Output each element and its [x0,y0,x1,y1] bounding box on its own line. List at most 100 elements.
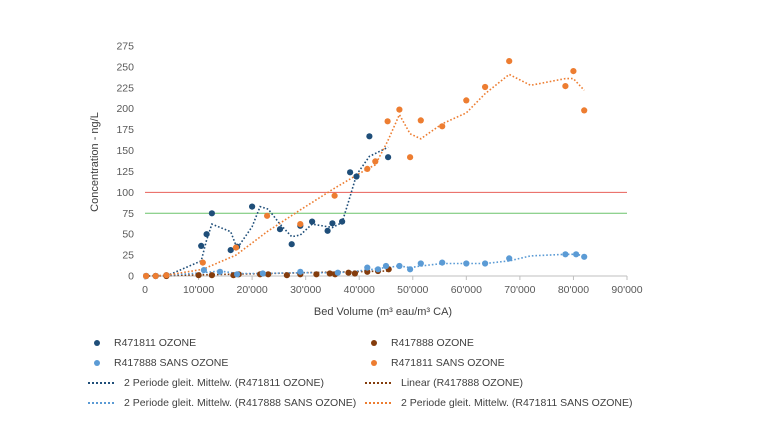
data-point [573,251,580,258]
legend-label: 2 Periode gleit. Mittelw. (R471811 SANS … [401,397,633,409]
data-point [283,272,290,279]
data-point [208,210,215,217]
data-point [374,266,382,273]
data-point [581,253,588,260]
legend-label: 2 Periode gleit. Mittelw. (R471811 OZONE… [124,377,324,389]
data-point [313,271,320,278]
reference-lines [145,191,627,214]
x-tick-label: 10'000 [183,284,214,296]
legend-item: 2 Periode gleit. Mittelw. (R471811 SANS … [365,396,632,410]
legend-line-icon [88,402,114,404]
legend-item: R417888 OZONE [365,336,474,350]
data-point [463,260,470,267]
data-point [345,269,352,276]
legend-label: Linear (R417888 OZONE) [401,377,523,389]
data-point [297,221,304,228]
data-point [396,106,403,113]
legend-label: R471811 SANS OZONE [391,357,505,369]
data-point [200,267,207,274]
data-point [506,255,513,262]
data-point [152,272,159,280]
x-tick-label: 30'000 [290,284,321,296]
legend-line-icon [88,382,114,384]
data-point [216,268,224,275]
x-tick-label: 50'000 [397,284,428,296]
x-tick-label: 90'000 [611,284,642,296]
trendline [155,146,389,277]
legend-marker-icon [371,340,377,346]
legend-label: R417888 OZONE [391,337,474,349]
data-point [353,173,360,180]
data-point [506,58,513,65]
data-point [163,272,170,279]
data-point [249,203,256,210]
y-tick-label: 150 [116,145,134,157]
y-tick-label: 125 [116,166,134,178]
data-point [276,226,284,233]
x-tick-label: 0 [142,284,148,296]
y-tick-label: 250 [116,61,134,73]
trendline [155,253,585,277]
data-point [562,83,569,90]
data-point [439,123,446,130]
data-point [326,270,333,277]
x-tick-label: 60'000 [451,284,482,296]
legend: R471811 OZONE R417888 OZONE R417888 SANS O… [88,336,648,436]
x-tick-label: 40'000 [344,284,375,296]
y-tick-label: 200 [116,103,134,115]
data-point [309,218,316,225]
legend-item: R417888 SANS OZONE [88,356,228,370]
data-point [208,272,215,279]
data-point [417,117,424,124]
legend-label: R471811 OZONE [114,337,197,349]
data-points [143,58,588,280]
y-tick-label: 50 [122,229,134,241]
data-point [347,169,354,176]
y-tick-label: 25 [122,250,134,262]
data-point [288,241,295,248]
data-point [417,260,424,267]
legend-line-icon [365,402,391,404]
trendlines [144,73,585,277]
data-point [385,154,392,161]
data-point [195,272,202,279]
data-point [562,251,569,258]
data-point [264,212,271,219]
data-point [203,231,210,238]
y-tick-label: 75 [122,208,134,220]
data-point [463,97,470,104]
data-point [351,270,358,277]
y-tick-label: 275 [116,41,134,53]
y-tick-label: 175 [116,124,134,136]
legend-line-icon [365,382,391,384]
legend-marker-icon [94,340,100,346]
x-tick-label: 80'000 [558,284,589,296]
y-tick-label: 0 [128,271,134,283]
data-point [364,264,371,271]
data-point [384,118,391,125]
data-point [329,220,336,227]
data-point [581,107,588,114]
data-point [396,262,403,270]
y-tick-label: 100 [116,187,134,199]
data-point [199,259,206,266]
axes: 0 10'000 20'000 30'000 40'000 50'000 60'000 70'… [116,41,642,297]
data-point [232,244,240,251]
data-point [234,271,241,278]
data-point [382,262,390,270]
y-axis-title: Concentration - ng/L [89,112,101,212]
data-point [259,270,266,277]
data-point [339,218,346,225]
data-point [570,68,577,75]
legend-item: 2 Periode gleit. Mittelw. (R471811 OZONE… [88,376,324,390]
trendline [155,73,585,277]
x-tick-label: 20'000 [237,284,268,296]
data-point [366,133,373,140]
data-point [265,271,272,278]
data-point [334,269,341,276]
data-point [324,227,331,234]
legend-item: R471811 SANS OZONE [365,356,505,370]
data-point [482,83,489,91]
legend-label: R417888 SANS OZONE [114,357,229,369]
